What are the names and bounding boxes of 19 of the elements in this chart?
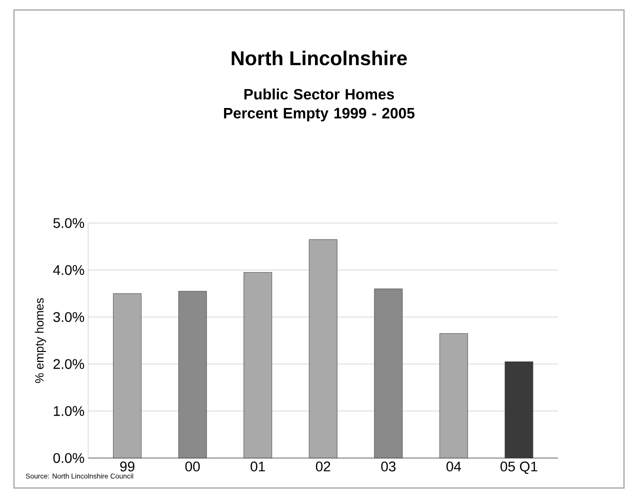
- chart-subtitle: Public Sector Homes Percent Empty 1999 - 2005: [224, 88, 414, 122]
- x-tick-label: 04: [446, 462, 462, 472]
- y-axis-title: % empty homes: [34, 298, 46, 383]
- bar: [504, 361, 534, 458]
- x-tick-label: 99: [120, 462, 134, 472]
- chart-title: North Lincolnshire: [232, 50, 407, 66]
- y-tick-label: 4.0%: [53, 265, 84, 275]
- y-tick-label: 1.0%: [54, 406, 84, 416]
- y-tick-label: 3.0%: [53, 312, 84, 322]
- x-tick-label: 02: [316, 462, 330, 472]
- y-tick-label: 2.0%: [54, 359, 84, 369]
- bar: [374, 288, 403, 458]
- y-tick-label: 5.0%: [53, 218, 84, 228]
- bar: [178, 290, 207, 458]
- x-tick-label: 01: [250, 462, 265, 472]
- y-tick-label: 0.0%: [53, 453, 84, 463]
- x-tick-label: 05 Q1: [500, 462, 538, 474]
- x-tick-label: 00: [185, 462, 200, 472]
- x-tick-label: 03: [381, 462, 396, 472]
